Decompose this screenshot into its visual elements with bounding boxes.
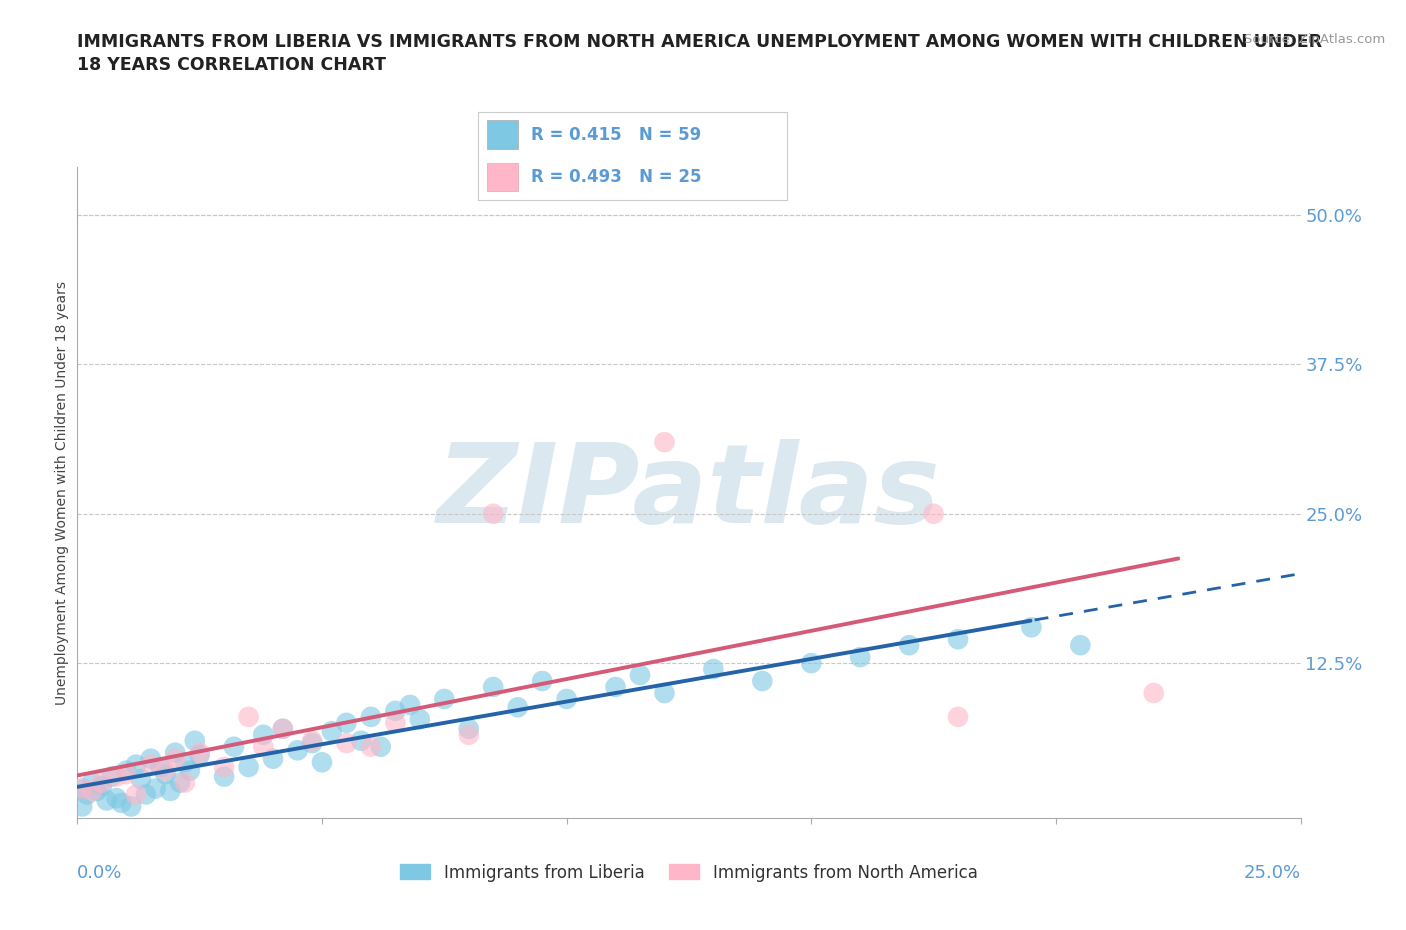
- Point: [946, 710, 969, 724]
- Point: [110, 795, 132, 810]
- Point: [212, 760, 235, 775]
- Point: [70, 781, 93, 796]
- Point: [184, 734, 207, 749]
- Point: [179, 764, 201, 778]
- Point: [149, 760, 172, 775]
- Point: [105, 790, 128, 805]
- Point: [605, 680, 627, 695]
- Point: [139, 751, 162, 766]
- Point: [898, 638, 921, 653]
- Point: [222, 739, 245, 754]
- Point: [311, 755, 333, 770]
- Point: [252, 739, 274, 754]
- Y-axis label: Unemployment Among Women with Children Under 18 years: Unemployment Among Women with Children U…: [55, 281, 69, 705]
- Point: [370, 739, 392, 754]
- Point: [800, 656, 823, 671]
- Point: [360, 739, 382, 754]
- Point: [115, 766, 138, 781]
- Point: [702, 661, 724, 676]
- Text: IMMIGRANTS FROM LIBERIA VS IMMIGRANTS FROM NORTH AMERICA UNEMPLOYMENT AMONG WOME: IMMIGRANTS FROM LIBERIA VS IMMIGRANTS FR…: [77, 33, 1323, 50]
- Point: [76, 787, 98, 802]
- Point: [946, 631, 969, 646]
- Point: [751, 673, 773, 688]
- Point: [90, 775, 112, 790]
- Point: [100, 769, 122, 784]
- Text: 0.0%: 0.0%: [77, 864, 122, 882]
- Point: [457, 722, 479, 737]
- Point: [139, 757, 162, 772]
- Point: [252, 727, 274, 742]
- Point: [96, 793, 118, 808]
- Text: R = 0.415   N = 59: R = 0.415 N = 59: [530, 126, 700, 143]
- Point: [531, 673, 554, 688]
- Point: [120, 799, 142, 814]
- Point: [188, 745, 211, 760]
- Point: [350, 734, 373, 749]
- Point: [271, 722, 294, 737]
- Point: [628, 668, 651, 683]
- Point: [849, 650, 872, 665]
- Point: [105, 769, 128, 784]
- Point: [335, 715, 357, 730]
- Point: [399, 698, 422, 712]
- Point: [1069, 638, 1091, 653]
- Text: Source: ZipAtlas.com: Source: ZipAtlas.com: [1244, 33, 1385, 46]
- Legend: Immigrants from Liberia, Immigrants from North America: Immigrants from Liberia, Immigrants from…: [394, 857, 984, 888]
- Point: [287, 743, 309, 758]
- Point: [145, 781, 167, 796]
- Point: [360, 710, 382, 724]
- Point: [301, 736, 323, 751]
- Point: [654, 434, 676, 449]
- Point: [165, 751, 187, 766]
- Point: [482, 680, 505, 695]
- FancyBboxPatch shape: [488, 163, 519, 192]
- Text: 25.0%: 25.0%: [1243, 864, 1301, 882]
- Point: [301, 734, 323, 749]
- Point: [457, 727, 479, 742]
- Point: [159, 783, 181, 798]
- Point: [90, 778, 112, 793]
- Point: [409, 711, 432, 726]
- Point: [482, 506, 505, 521]
- Text: ZIPatlas: ZIPatlas: [437, 439, 941, 547]
- Point: [80, 783, 103, 798]
- Point: [321, 724, 343, 738]
- Point: [384, 715, 406, 730]
- Point: [70, 799, 93, 814]
- Point: [174, 755, 197, 770]
- Point: [169, 775, 191, 790]
- FancyBboxPatch shape: [488, 121, 519, 149]
- Point: [433, 692, 456, 707]
- Point: [155, 766, 177, 781]
- Point: [384, 703, 406, 718]
- Point: [174, 775, 197, 790]
- Point: [80, 775, 103, 790]
- Point: [86, 783, 108, 798]
- Point: [155, 764, 177, 778]
- Point: [165, 745, 187, 760]
- Point: [115, 764, 138, 778]
- Point: [922, 506, 945, 521]
- Point: [135, 787, 157, 802]
- Point: [70, 781, 93, 796]
- Point: [1143, 685, 1166, 700]
- Point: [129, 772, 152, 787]
- Point: [654, 685, 676, 700]
- Text: 18 YEARS CORRELATION CHART: 18 YEARS CORRELATION CHART: [77, 56, 387, 73]
- Point: [555, 692, 578, 707]
- Point: [1021, 619, 1043, 634]
- Point: [125, 787, 148, 802]
- Point: [271, 722, 294, 737]
- Point: [335, 736, 357, 751]
- Point: [238, 760, 260, 775]
- Point: [212, 769, 235, 784]
- Point: [125, 757, 148, 772]
- Text: R = 0.493   N = 25: R = 0.493 N = 25: [530, 168, 702, 186]
- Point: [262, 751, 284, 766]
- Point: [188, 748, 211, 763]
- Point: [506, 700, 529, 715]
- Point: [238, 710, 260, 724]
